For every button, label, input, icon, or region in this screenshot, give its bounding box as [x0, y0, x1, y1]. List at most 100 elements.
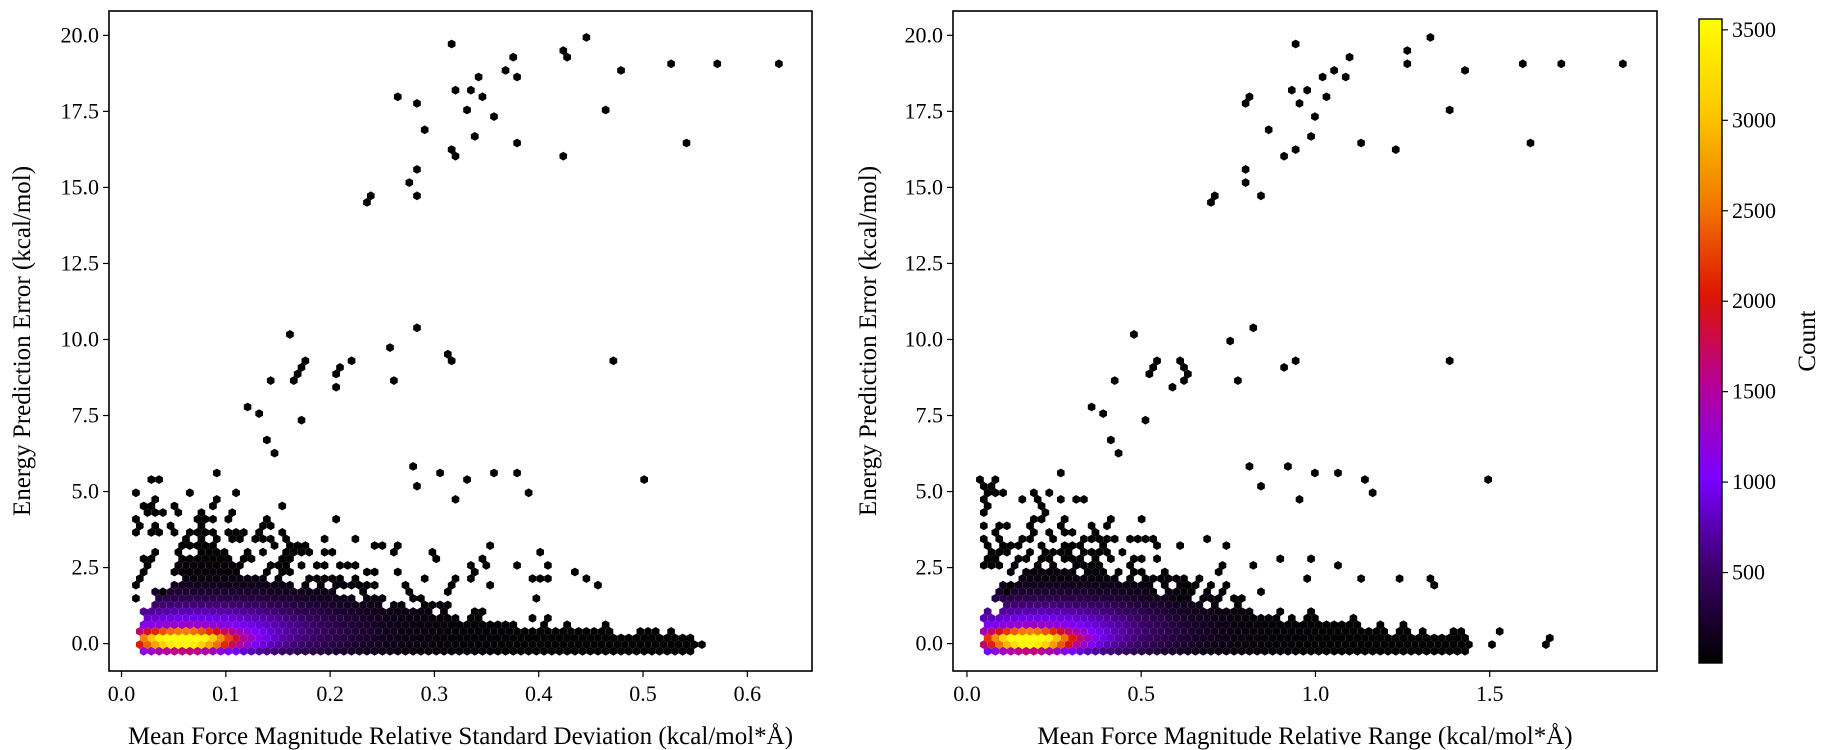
hexbin-cell: [1122, 646, 1131, 656]
hexbin-cell: [1076, 580, 1084, 590]
hexbin-cell: [336, 363, 344, 372]
hexbin-cell: [370, 580, 379, 590]
hexbin-cell: [444, 600, 452, 610]
hexbin-cell: [305, 574, 313, 583]
hexbin-cell: [155, 620, 163, 630]
hexbin-cell: [1110, 376, 1119, 385]
hexbin-cell: [1195, 627, 1204, 636]
hexbin-cell: [632, 646, 641, 656]
hexbin-cell: [228, 561, 236, 570]
hexbin-cell: [136, 521, 144, 531]
axes-frame-right: [952, 10, 1658, 672]
hexbin-cell: [1345, 52, 1354, 62]
hexbin-cell: [1003, 627, 1011, 636]
hexbin-cell: [1245, 633, 1254, 643]
hexbin-cell: [1214, 594, 1223, 603]
hexbin-cell: [1180, 613, 1188, 623]
hexbin-cell: [243, 402, 252, 412]
hexbin-cell: [393, 567, 402, 577]
hexbin-cell: [409, 633, 417, 643]
hexbin-cell: [1160, 646, 1169, 656]
hexbin-cell: [1145, 633, 1154, 643]
hexbin-cell: [382, 627, 390, 636]
axes-frame-left: [108, 10, 813, 672]
hexbin-cell: [1053, 620, 1061, 630]
hexbin-cell: [182, 561, 190, 570]
hexbin-cell: [178, 541, 186, 550]
hexbin-cell: [1107, 620, 1115, 630]
hexbin-cell: [316, 633, 325, 643]
hexbin-cell: [266, 521, 275, 531]
hexbin-cell: [297, 587, 306, 597]
hexbin-cell: [1345, 620, 1354, 630]
hexbin-cell: [436, 600, 444, 610]
hexbin-cell: [540, 620, 548, 630]
hexbin-cell: [478, 554, 487, 564]
hexbin-cell: [243, 587, 252, 597]
hexbin-cell: [1322, 646, 1331, 656]
hexbin-cell: [201, 514, 210, 524]
hexbin-cell: [397, 627, 406, 636]
hexbin-cell: [463, 620, 471, 630]
hexbin-cell: [1403, 640, 1412, 649]
hexbin-cell: [598, 640, 606, 649]
hexbin-cell: [663, 646, 672, 656]
hexbin-cell: [1122, 633, 1131, 643]
hexbin-cell: [428, 640, 437, 649]
hexbin-cell: [1087, 587, 1096, 597]
hexbin-cell: [297, 415, 306, 425]
hexbin-cell: [1072, 613, 1080, 623]
hexbin-cell: [1391, 145, 1400, 154]
hexbin-cell: [1222, 607, 1231, 616]
hexbin-cell: [1203, 613, 1211, 623]
hexbin-cell: [513, 138, 521, 148]
hexbin-cell: [1415, 633, 1423, 643]
hexbin-cell: [1033, 600, 1042, 610]
hexbin-cell: [205, 627, 213, 636]
hexbin-cell: [1153, 646, 1161, 656]
hexbin-cell: [1222, 541, 1231, 550]
hexbin-cell: [286, 330, 294, 339]
hexbin-cell: [1068, 580, 1077, 590]
hexbin-cell: [216, 554, 225, 564]
hexbin-cell: [601, 633, 610, 643]
hexbin-cell: [1445, 105, 1454, 115]
hexbin-cell: [332, 382, 340, 392]
hexbin-cell: [247, 620, 256, 630]
hexbin-cell: [320, 574, 329, 583]
hexbin-cell: [301, 541, 310, 550]
hexbin-cell: [1415, 646, 1423, 656]
hexbin-cell: [436, 613, 444, 623]
hexbin-cell: [1299, 633, 1308, 643]
hexbin-cell: [351, 600, 360, 610]
hexbin-cell: [263, 607, 271, 616]
hexbin-cell: [444, 627, 452, 636]
hexbin-cell: [995, 613, 1003, 623]
y-tick-label: 5.0: [72, 479, 100, 504]
hexbin-cell: [1080, 600, 1088, 610]
hexbin-cell: [544, 561, 552, 570]
hexbin-cell: [424, 607, 433, 616]
hexbin-cell: [1403, 59, 1412, 69]
hexbin-cell: [274, 613, 283, 623]
hexbin-cell: [1330, 620, 1338, 630]
hexbin-cell: [995, 521, 1003, 531]
hexbin-cell: [478, 620, 487, 630]
hexbin-cell: [1095, 613, 1104, 623]
hexbin-cell: [490, 627, 498, 636]
hexbin-cell: [1053, 580, 1061, 590]
hexbin-cell: [995, 534, 1003, 544]
hexbin-cell: [1291, 39, 1300, 49]
hexbin-cell: [1384, 633, 1392, 643]
hexbin-cell: [1249, 561, 1258, 570]
hexbin-cell: [274, 600, 283, 610]
hexbin-cell: [224, 528, 233, 537]
hexbin-cell: [1118, 587, 1127, 597]
hexbin-cell: [1403, 46, 1412, 55]
hexbin-cell: [987, 627, 996, 636]
hexbin-cell: [980, 534, 988, 544]
hexbin-cell: [1449, 627, 1458, 636]
hexbin-cell: [178, 567, 186, 577]
hexbin-cell: [209, 501, 217, 511]
hexbin-cell: [544, 640, 552, 649]
